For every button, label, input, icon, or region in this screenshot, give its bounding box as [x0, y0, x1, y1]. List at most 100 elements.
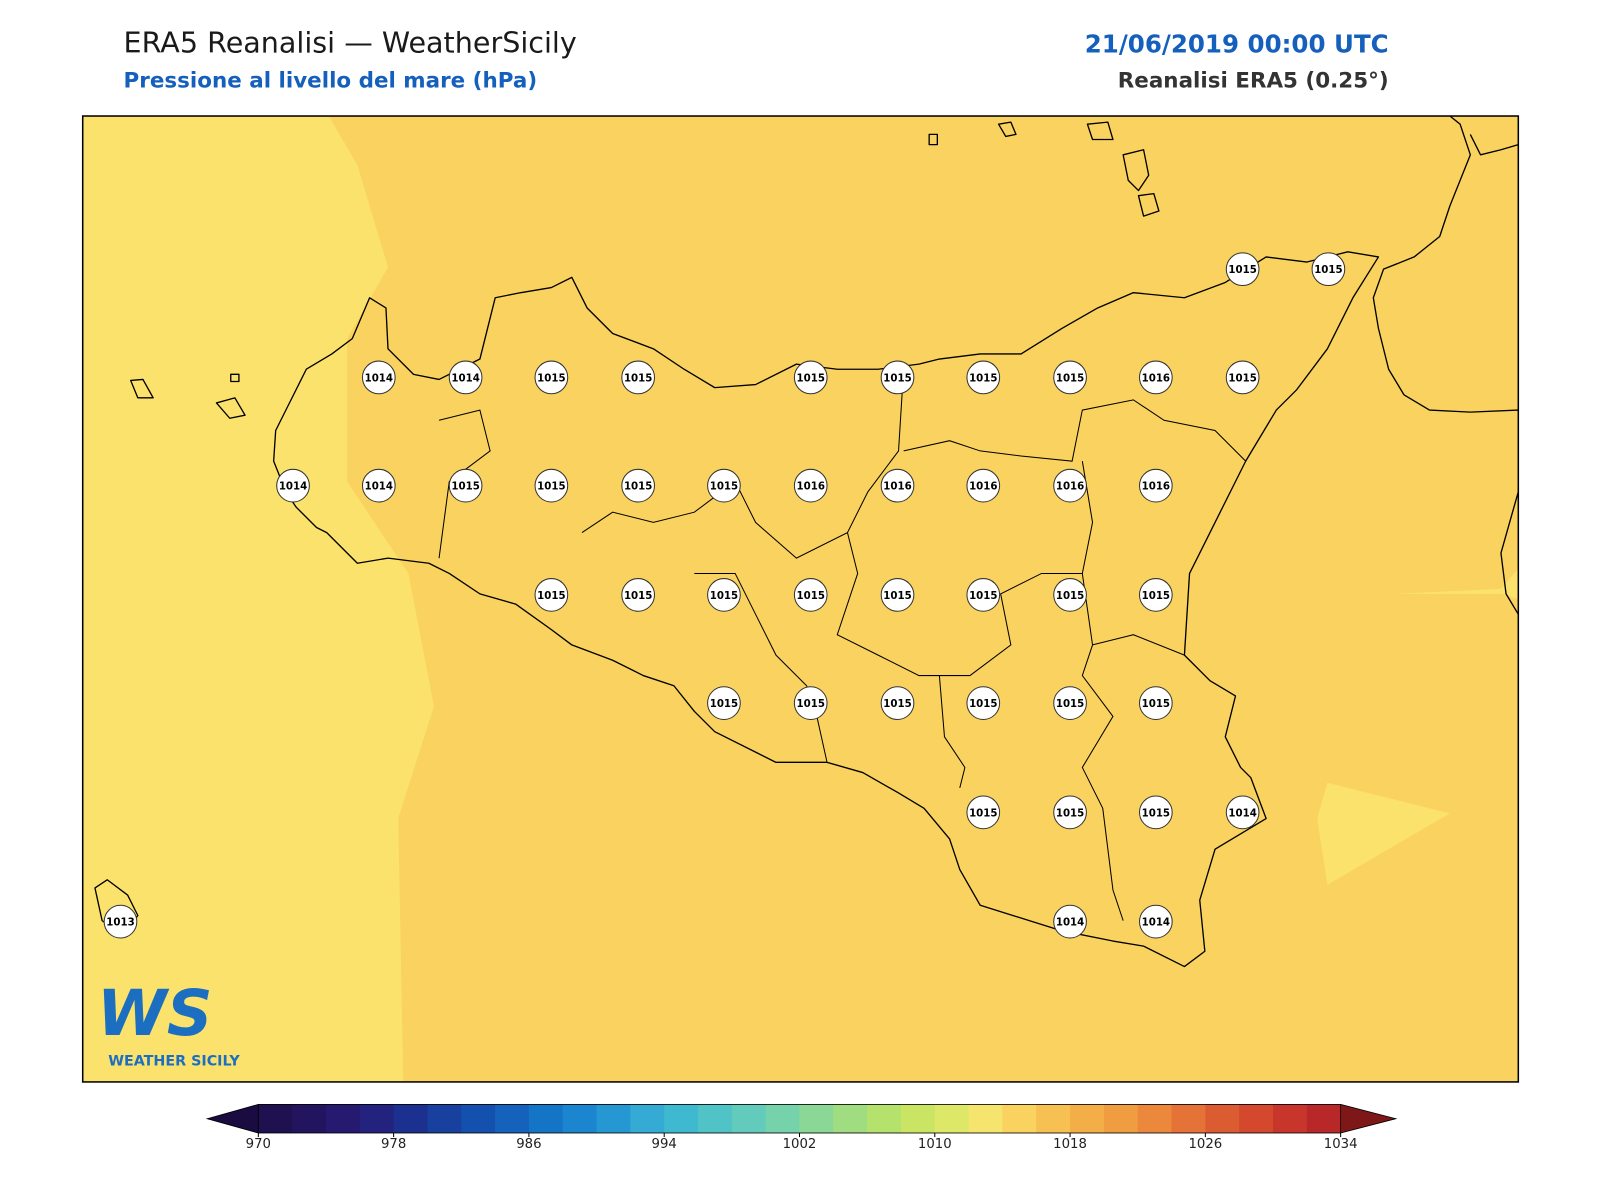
station-label: 1015: [969, 699, 997, 710]
station-marker: [966, 686, 1001, 720]
station: 1014: [276, 468, 310, 503]
station-marker: [1138, 578, 1173, 612]
logo-text: WEATHER SICILY: [108, 1054, 240, 1070]
station: 1015: [621, 578, 656, 612]
station-marker: [1225, 252, 1260, 287]
logo: WS WEATHER SICILY: [97, 976, 240, 1069]
source: Reanalisi ERA5 (0.25°): [1118, 68, 1389, 93]
colorbar-bin: [495, 1104, 530, 1133]
station: 1015: [1138, 578, 1173, 612]
colorbar-bin: [359, 1104, 395, 1133]
station: 1015: [793, 360, 828, 395]
station: 1015: [707, 686, 741, 720]
station-label: 1013: [106, 918, 134, 929]
station: 1015: [534, 360, 569, 395]
colorbar-bin: [562, 1104, 598, 1133]
station-label: 1015: [797, 373, 825, 384]
station-label: 1014: [1228, 808, 1256, 819]
station-layer: 1015 1015 1014 1014 1015 1015 1015 1015 1015 1015…: [103, 252, 1346, 939]
station: 1015: [707, 468, 741, 503]
map-frame: [81, 115, 1520, 1083]
station-marker: [707, 578, 741, 612]
station-marker: [621, 578, 656, 612]
station: 1015: [1053, 795, 1087, 830]
colorbar-tick-label: 978: [381, 1137, 406, 1152]
station: 1015: [621, 360, 656, 395]
station-label: 1015: [969, 808, 997, 819]
colorbar-tick-label: 994: [652, 1137, 677, 1152]
station: 1015: [793, 578, 828, 612]
station-label: 1015: [1228, 265, 1256, 276]
station-label: 1016: [969, 482, 997, 493]
station-marker: [361, 468, 396, 503]
station-label: 1016: [1056, 482, 1084, 493]
station: 1016: [880, 468, 915, 503]
station-marker: [880, 468, 915, 503]
station: 1015: [534, 578, 569, 612]
coastline: [1372, 115, 1519, 413]
colorbar-tick-label: 1018: [1053, 1137, 1087, 1152]
pressure-field-low: [1317, 782, 1450, 885]
colorbar-bin: [528, 1104, 564, 1133]
station-label: 1016: [797, 482, 825, 493]
station-marker: [880, 686, 915, 720]
station-label: 1015: [883, 373, 911, 384]
colorbar-bin: [1239, 1104, 1274, 1133]
colorbar-bin: [833, 1104, 868, 1133]
station: 1015: [1225, 360, 1260, 395]
station-marker: [1138, 904, 1173, 939]
station: 1015: [880, 578, 915, 612]
station-marker: [1311, 252, 1346, 287]
station-label: 1015: [883, 699, 911, 710]
colorbar-bin: [393, 1104, 428, 1133]
station: 1015: [534, 468, 569, 503]
datetime: 21/06/2019 00:00 UTC: [1085, 30, 1389, 59]
station: 1013: [103, 904, 138, 939]
colorbar-tick-label: 1010: [918, 1137, 952, 1152]
station-marker: [361, 360, 396, 395]
colorbar-tick-label: 986: [516, 1137, 541, 1152]
colorbar-bin: [934, 1104, 970, 1133]
station-label: 1015: [537, 373, 565, 384]
pressure-field-low: [1393, 568, 1519, 599]
station: 1014: [1138, 904, 1173, 939]
station: 1014: [361, 360, 396, 395]
colorbar-bin: [292, 1104, 327, 1133]
coastline: [1500, 491, 1519, 615]
station-marker: [1138, 360, 1173, 395]
station: 1015: [621, 468, 656, 503]
station-marker: [448, 360, 483, 395]
station-label: 1015: [969, 373, 997, 384]
station-marker: [534, 360, 569, 395]
station: 1014: [361, 468, 396, 503]
station-label: 1015: [537, 591, 565, 602]
colorbar-tick-label: 1034: [1324, 1137, 1358, 1152]
colorbar-bin: [1171, 1104, 1206, 1133]
station-marker: [448, 468, 483, 503]
station: 1015: [966, 686, 1001, 720]
station: 1014: [1225, 795, 1260, 830]
station: 1016: [1138, 360, 1173, 395]
station-marker: [534, 468, 569, 503]
station-label: 1015: [1228, 373, 1256, 384]
logo-mark: WS: [97, 976, 212, 1050]
station-marker: [707, 468, 741, 503]
colorbar-bin: [900, 1104, 936, 1133]
station-marker: [793, 578, 828, 612]
station: 1016: [1053, 468, 1087, 503]
station: 1015: [707, 578, 741, 612]
station-marker: [1053, 686, 1087, 720]
station: 1015: [880, 686, 915, 720]
colorbar-bin: [698, 1104, 733, 1133]
station-label: 1015: [1056, 591, 1084, 602]
station-label: 1015: [537, 482, 565, 493]
station: 1016: [1138, 468, 1173, 503]
station-label: 1015: [1056, 699, 1084, 710]
station-label: 1014: [279, 482, 307, 493]
coastline: [1469, 134, 1519, 156]
station-label: 1015: [710, 591, 738, 602]
station-marker: [1225, 795, 1260, 830]
colorbar-bin: [461, 1104, 496, 1133]
station: 1015: [1138, 686, 1173, 720]
colorbar-bin: [427, 1104, 462, 1133]
